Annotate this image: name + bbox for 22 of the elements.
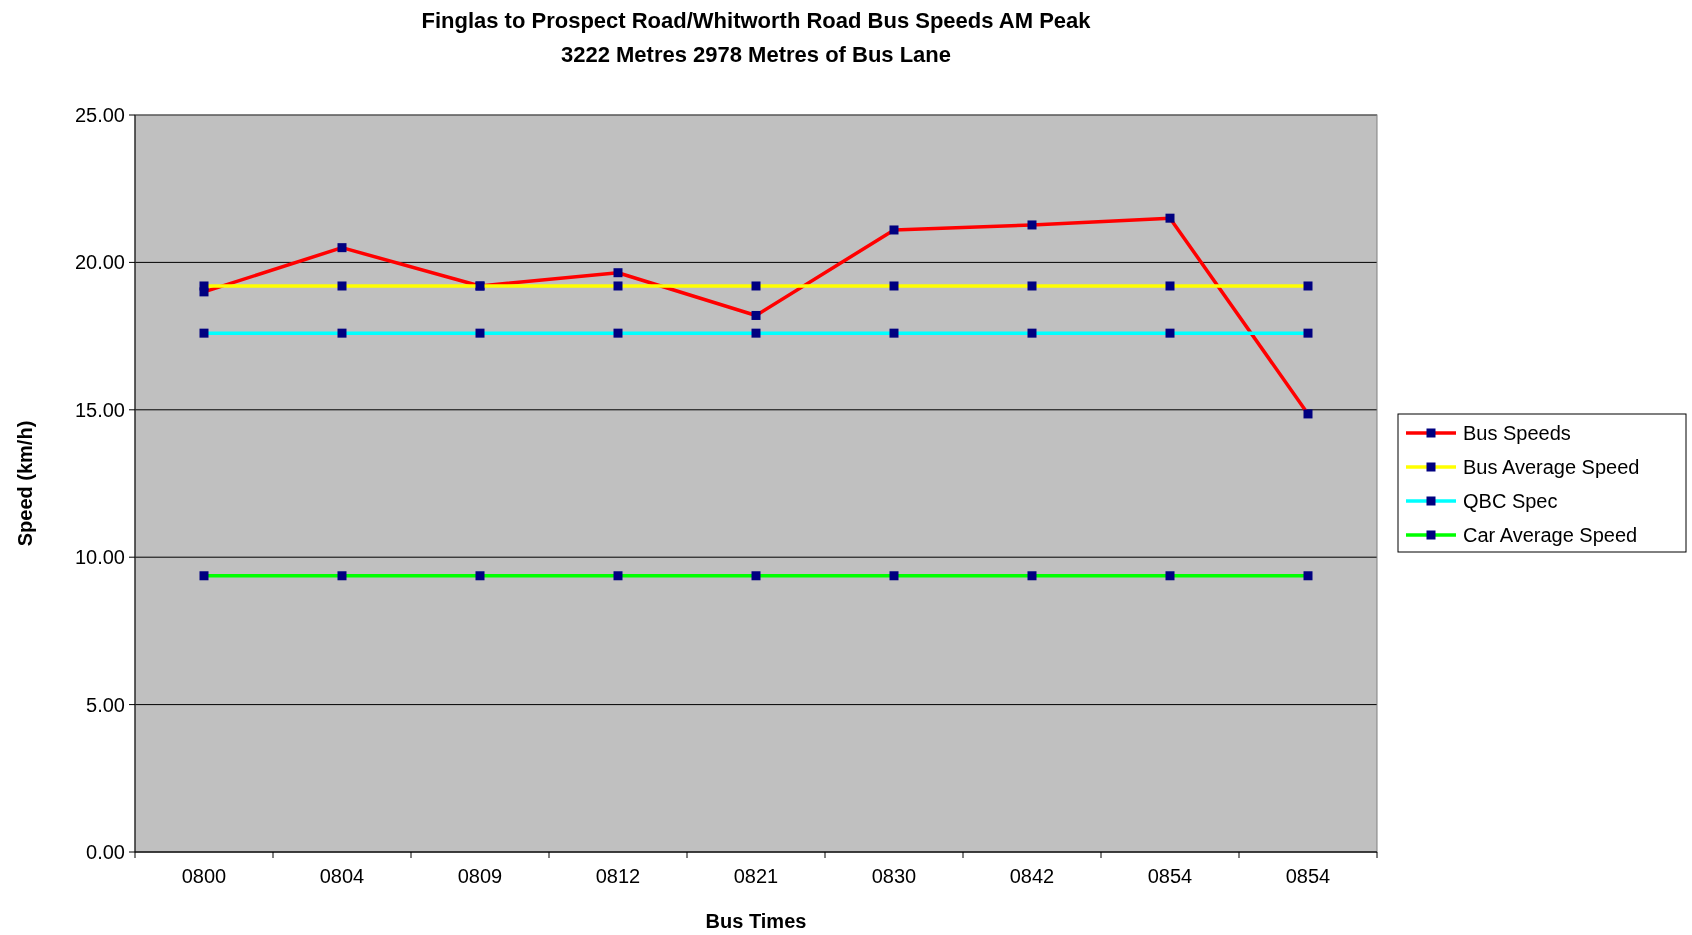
x-tick-label: 0821	[733, 865, 779, 887]
legend-label: Bus Speeds	[1463, 422, 1571, 444]
legend-label: Car Average Speed	[1463, 524, 1638, 546]
x-tick-label: 0854	[1147, 865, 1193, 887]
x-tick-label: 0809	[457, 865, 503, 887]
x-tick-label: 0800	[181, 865, 227, 887]
legend-label: QBC Spec	[1463, 490, 1558, 512]
y-tick-label: 20.00	[74, 251, 125, 274]
x-tick-label: 0804	[319, 865, 365, 887]
y-axis-title: Speed (km/h)	[14, 420, 36, 547]
y-tick-label: 10.00	[74, 546, 125, 569]
y-tick-label: 0.00	[86, 841, 125, 863]
x-tick-label: 0830	[871, 865, 917, 887]
legend-label: Bus Average Speed	[1463, 456, 1640, 478]
x-tick-label: 0842	[1009, 865, 1055, 887]
y-tick-label: 5.00	[86, 693, 125, 716]
x-tick-label: 0854	[1285, 865, 1331, 887]
x-tick-label: 0812	[595, 865, 641, 887]
y-tick-label: 15.00	[74, 398, 125, 421]
chart-title: Finglas to Prospect Road/Whitworth Road Bus Speeds AM Peak 3222 Metres 2978 Metres of Bus Lane	[421, 8, 1092, 67]
x-axis-title: Bus Times	[705, 910, 807, 932]
y-tick-label: 25.00	[74, 104, 125, 126]
